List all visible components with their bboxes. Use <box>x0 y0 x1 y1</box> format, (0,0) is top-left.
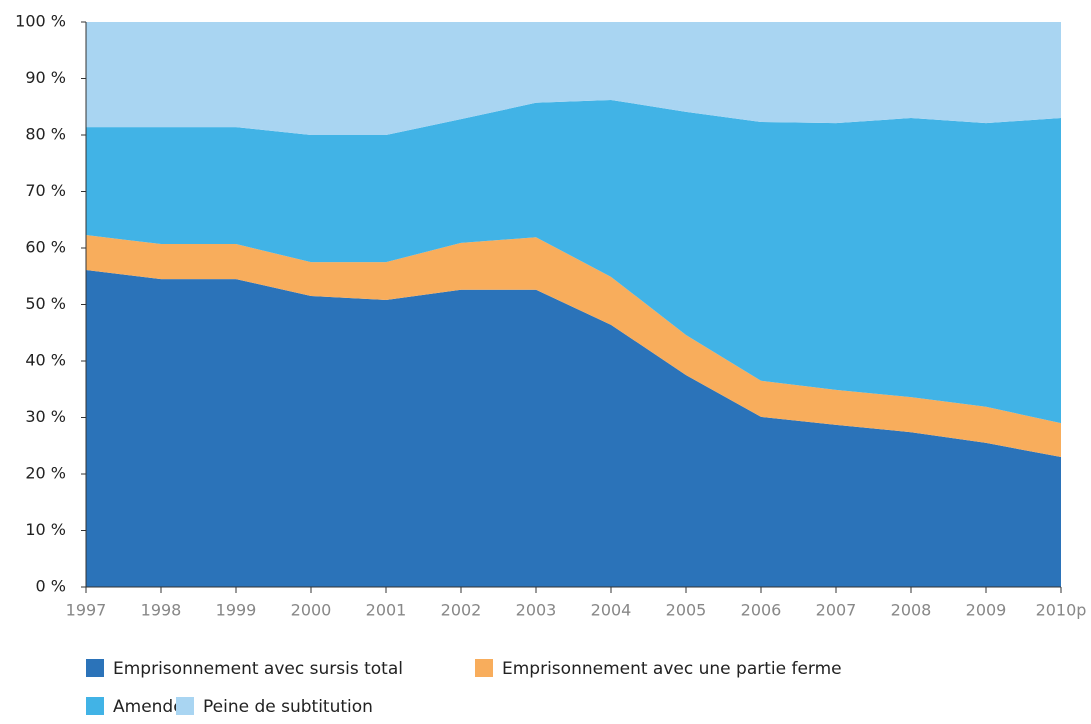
x-tick-label: 2003 <box>516 601 557 620</box>
y-tick-label: 40 % <box>25 351 66 370</box>
x-tick-label: 2004 <box>591 601 632 620</box>
legend-swatch <box>176 697 194 715</box>
y-tick-label: 90 % <box>25 68 66 87</box>
x-tick-label: 2002 <box>441 601 482 620</box>
y-tick-label: 10 % <box>25 520 66 539</box>
x-tick-label: 2001 <box>366 601 407 620</box>
y-tick-label: 80 % <box>25 125 66 144</box>
legend-swatch <box>86 659 104 677</box>
y-tick-label: 50 % <box>25 294 66 313</box>
y-tick-label: 100 % <box>15 12 66 31</box>
area <box>86 270 1061 587</box>
legend-label: Emprisonnement avec sursis total <box>113 659 403 679</box>
x-tick-label: 2000 <box>291 601 332 620</box>
area <box>86 22 1061 135</box>
legend-swatch <box>86 697 104 715</box>
x-tick-label: 2006 <box>741 601 782 620</box>
y-tick-label: 30 % <box>25 407 66 426</box>
legend-label: Amende <box>113 697 184 717</box>
x-tick-label: 2007 <box>816 601 857 620</box>
y-tick-label: 0 % <box>36 577 66 596</box>
area <box>86 235 1061 458</box>
x-tick-label: 2008 <box>891 601 932 620</box>
x-tick-label: 1999 <box>216 601 257 620</box>
legend-label: Peine de subtitution <box>203 697 373 717</box>
x-tick-label: 2010p <box>1036 601 1087 620</box>
y-tick-label: 60 % <box>25 238 66 257</box>
legend-label: Emprisonnement avec une partie ferme <box>502 659 842 679</box>
y-tick-label: 20 % <box>25 464 66 483</box>
y-tick-label: 70 % <box>25 181 66 200</box>
x-tick-label: 2005 <box>666 601 707 620</box>
legend-swatch <box>475 659 493 677</box>
x-tick-label: 1998 <box>141 601 182 620</box>
x-tick-label: 1997 <box>66 601 107 620</box>
x-tick-label: 2009 <box>966 601 1007 620</box>
area <box>86 99 1061 424</box>
